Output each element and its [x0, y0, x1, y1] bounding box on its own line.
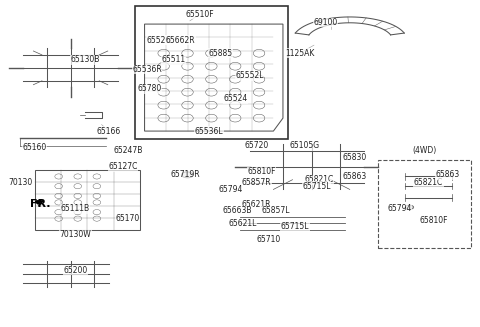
Ellipse shape	[405, 205, 414, 209]
Text: 65715L: 65715L	[302, 182, 331, 191]
Text: 65794: 65794	[388, 204, 412, 214]
Text: 65710: 65710	[256, 235, 281, 244]
Text: FR.: FR.	[30, 199, 50, 209]
Text: 1125AK: 1125AK	[285, 49, 314, 58]
Text: 65719R: 65719R	[170, 170, 200, 179]
Polygon shape	[35, 200, 41, 204]
Text: 69100: 69100	[314, 18, 338, 27]
Text: 65247B: 65247B	[113, 146, 143, 155]
Text: 65621R: 65621R	[242, 199, 272, 209]
Text: 65524: 65524	[223, 94, 247, 103]
Ellipse shape	[181, 172, 193, 178]
Text: 65821C: 65821C	[414, 179, 443, 187]
Text: 65127C: 65127C	[108, 162, 138, 171]
Text: 65863: 65863	[342, 172, 367, 181]
Text: 65526: 65526	[147, 36, 171, 45]
Text: 70130W: 70130W	[60, 230, 91, 239]
Text: 65111B: 65111B	[61, 204, 90, 214]
Text: 65780: 65780	[137, 84, 161, 94]
Text: 65885: 65885	[209, 49, 233, 58]
Text: 65511: 65511	[161, 55, 185, 64]
Text: 70130: 70130	[8, 179, 33, 187]
Text: 65857L: 65857L	[262, 206, 290, 215]
Text: 65794: 65794	[218, 185, 243, 194]
Text: 65200: 65200	[63, 266, 87, 275]
Text: 65715L: 65715L	[281, 222, 309, 231]
Text: 65130B: 65130B	[70, 55, 99, 64]
Text: 65863: 65863	[435, 170, 460, 179]
Text: 65663B: 65663B	[223, 206, 252, 215]
Text: 65170: 65170	[116, 214, 140, 223]
Text: 65857R: 65857R	[242, 179, 272, 187]
Text: 65536L: 65536L	[195, 127, 223, 136]
Text: 65621L: 65621L	[228, 219, 257, 228]
Text: 65662R: 65662R	[166, 36, 195, 45]
Text: 65510F: 65510F	[185, 10, 214, 19]
Text: 65821C: 65821C	[304, 175, 334, 184]
Text: 65720: 65720	[245, 141, 269, 150]
Text: 65552L: 65552L	[235, 72, 264, 80]
Text: 65166: 65166	[96, 127, 121, 136]
Text: 65536R: 65536R	[132, 65, 162, 74]
Text: (4WD): (4WD)	[413, 146, 437, 155]
Text: 65160: 65160	[23, 143, 47, 152]
Text: 65830: 65830	[342, 152, 367, 162]
Text: 65105G: 65105G	[289, 141, 320, 150]
Text: 65810F: 65810F	[419, 216, 447, 225]
Text: 65810F: 65810F	[247, 167, 276, 176]
